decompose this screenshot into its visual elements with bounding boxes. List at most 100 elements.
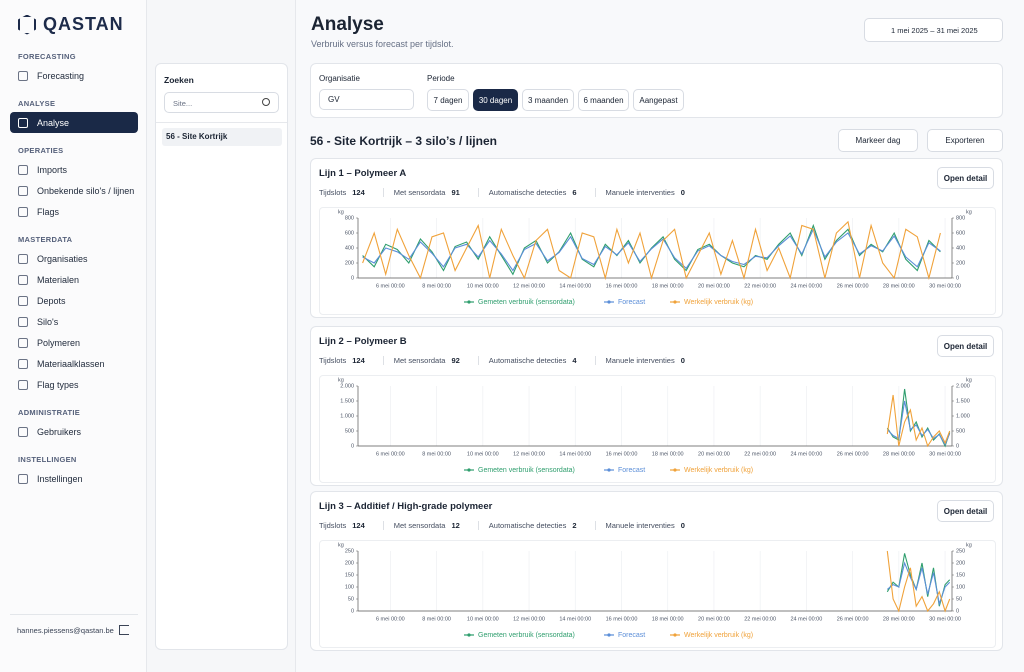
- chart-panel: Lijn 1 – Polymeer A Open detail Tijdslots 1…: [310, 158, 1003, 318]
- legend-label: Gemeten verbruik (sensordata): [478, 467, 575, 474]
- stat-label: Manuele interventies: [605, 356, 675, 365]
- x-tick-label: 16 mei 00:00: [606, 283, 638, 289]
- x-tick-label: 22 mei 00:00: [744, 283, 776, 289]
- x-tick-label: 14 mei 00:00: [559, 616, 591, 622]
- legend-dot: [607, 468, 611, 472]
- y-tick-label: 150: [345, 572, 354, 578]
- y-tick-label: 2.000: [340, 383, 354, 389]
- legend-dot: [607, 633, 611, 637]
- y-axis-label: kg: [338, 542, 344, 548]
- period-button[interactable]: 3 maanden: [522, 89, 574, 111]
- x-tick-label: 12 mei 00:00: [513, 616, 545, 622]
- chart-panel: Lijn 2 – Polymeer B Open detail Tijdslots 1…: [310, 326, 1003, 486]
- nav-section-title: OPERATIES: [18, 146, 64, 155]
- x-tick-label: 28 mei 00:00: [883, 616, 915, 622]
- search-result[interactable]: 56 - Site Kortrijk: [162, 128, 282, 146]
- stat-label: Tijdslots: [319, 188, 347, 197]
- stat: Automatische detecties 6: [477, 188, 577, 197]
- nav-item[interactable]: Materiaalklassen: [10, 353, 138, 374]
- y-tick-label: 100: [345, 584, 354, 590]
- y-axis-label: kg: [338, 209, 344, 215]
- stat-value: 92: [451, 356, 460, 365]
- nav-item[interactable]: Instellingen: [10, 468, 138, 489]
- x-tick-label: 26 mei 00:00: [837, 451, 869, 457]
- user-email: hannes.piessens@qastan.be: [17, 626, 114, 635]
- stat-label: Tijdslots: [319, 521, 347, 530]
- stat: Tijdslots 124: [319, 188, 365, 197]
- stat-label: Met sensordata: [393, 188, 446, 197]
- nav-item[interactable]: Onbekende silo's / lijnen: [10, 180, 138, 201]
- nav-item[interactable]: Flags: [10, 201, 138, 222]
- y-tick-label: 200: [345, 560, 354, 566]
- period-label: Periode: [427, 74, 455, 83]
- nav-item[interactable]: Organisaties: [10, 248, 138, 269]
- period-button[interactable]: 30 dagen: [473, 89, 518, 111]
- nav-section-title: ADMINISTRATIE: [18, 408, 81, 417]
- x-tick-label: 26 mei 00:00: [837, 616, 869, 622]
- logout-button[interactable]: [119, 625, 129, 635]
- x-tick-label: 8 mei 00:00: [422, 451, 451, 457]
- legend-label: Werkelijk verbruik (kg): [684, 299, 753, 306]
- stat-value: 6: [572, 188, 577, 197]
- y-axis-label: kg: [338, 377, 344, 383]
- y2-tick-label: 100: [956, 584, 965, 590]
- nav: FORECASTING Forecasting ANALYSE Analyse OPER…: [10, 52, 138, 489]
- series-line: [362, 227, 941, 272]
- period-button[interactable]: 6 maanden: [578, 89, 629, 111]
- y2-tick-label: 1.000: [956, 413, 970, 419]
- nav-item[interactable]: Materialen: [10, 269, 138, 290]
- x-tick-label: 30 mei 00:00: [929, 451, 961, 457]
- stat-label: Tijdslots: [319, 356, 347, 365]
- stat-label: Automatische detecties: [488, 188, 567, 197]
- nav-item[interactable]: Analyse: [10, 112, 138, 133]
- nav-section-title: ANALYSE: [18, 99, 56, 108]
- period-button[interactable]: Aangepast: [633, 89, 684, 111]
- series-line: [886, 550, 951, 613]
- open-detail-button[interactable]: Open detail: [937, 500, 994, 522]
- legend-label: Werkelijk verbruik (kg): [684, 632, 753, 639]
- nav-item[interactable]: Polymeren: [10, 332, 138, 353]
- open-detail-button[interactable]: Open detail: [937, 167, 994, 189]
- y2-axis-label: kg: [966, 377, 972, 383]
- stat-value: 0: [680, 188, 685, 197]
- stat-value: 0: [680, 521, 685, 530]
- date-range-picker[interactable]: 1 mei 2025 – 31 mei 2025: [864, 18, 1003, 42]
- y-tick-label: 0: [351, 608, 354, 614]
- y2-tick-label: 250: [956, 548, 965, 554]
- nav-item[interactable]: Forecasting: [10, 65, 138, 86]
- stat: Met sensordata 12: [382, 521, 460, 530]
- stat: Manuele interventies 0: [594, 188, 685, 197]
- legend-dot: [673, 468, 677, 472]
- period-button[interactable]: 7 dagen: [427, 89, 469, 111]
- chart: kg kg 0 50 100 150 200 250 0 50 100 150 200 250 6 mei …: [319, 540, 996, 648]
- stat-label: Automatische detecties: [488, 356, 567, 365]
- y-tick-label: 500: [345, 428, 354, 434]
- nav-item[interactable]: Depots: [10, 290, 138, 311]
- nav-section-title: FORECASTING: [18, 52, 76, 61]
- section-title: 56 - Site Kortrijk – 3 silo’s / lijnen: [310, 134, 497, 148]
- stat: Tijdslots 124: [319, 356, 365, 365]
- search-input[interactable]: Site...: [164, 92, 279, 113]
- x-tick-label: 22 mei 00:00: [744, 616, 776, 622]
- open-detail-button[interactable]: Open detail: [937, 335, 994, 357]
- export-button[interactable]: Exporteren: [927, 129, 1003, 152]
- nav-item[interactable]: Silo's: [10, 311, 138, 332]
- stat-value: 4: [572, 356, 577, 365]
- y-tick-label: 1.500: [340, 398, 354, 404]
- mark-day-button[interactable]: Markeer dag: [838, 129, 918, 152]
- x-tick-label: 30 mei 00:00: [929, 616, 961, 622]
- org-select[interactable]: GV: [319, 89, 414, 110]
- nav-item[interactable]: Flag types: [10, 374, 138, 395]
- y2-tick-label: 600: [956, 230, 965, 236]
- y2-tick-label: 200: [956, 560, 965, 566]
- nav-item[interactable]: Imports: [10, 159, 138, 180]
- search-title: Zoeken: [164, 75, 194, 85]
- sidebar: QASTAN FORECASTING Forecasting ANALYSE Anal…: [0, 0, 147, 672]
- nav-item[interactable]: Gebruikers: [10, 421, 138, 442]
- x-tick-label: 24 mei 00:00: [790, 616, 822, 622]
- date-range: 1 mei 2025 – 31 mei 2025: [891, 25, 978, 35]
- stat-value: 91: [451, 188, 460, 197]
- stat-label: Met sensordata: [393, 356, 446, 365]
- y2-tick-label: 500: [956, 428, 965, 434]
- series-line: [362, 220, 941, 281]
